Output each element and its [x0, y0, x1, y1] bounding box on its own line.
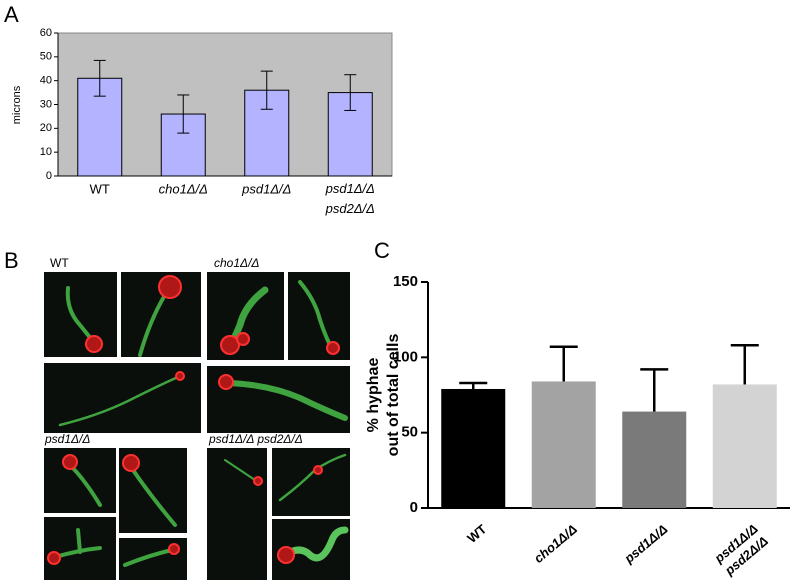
- x-tick-label: psd1Δ/Δ: [241, 181, 291, 196]
- y-tick-label: 50: [40, 51, 52, 63]
- micrograph-label: cho1Δ/Δ: [214, 256, 259, 270]
- cell: [122, 454, 140, 472]
- hypha: [138, 293, 167, 357]
- x-tick-label: WT: [90, 181, 110, 196]
- y-tick-label: 40: [40, 75, 52, 87]
- micrograph-label: psd1Δ/Δ: [44, 432, 90, 446]
- x-tick-label: cho1Δ/Δ: [531, 521, 580, 566]
- hypha: [131, 468, 177, 527]
- x-tick-label: cho1Δ/Δ: [159, 181, 208, 196]
- cell: [175, 371, 185, 381]
- y-axis-label: % hyphae out of total cells: [365, 334, 402, 457]
- cell: [168, 543, 180, 555]
- hypha: [123, 548, 174, 567]
- cell: [220, 335, 240, 355]
- micrograph: [207, 448, 267, 580]
- y-axis-label: microns: [11, 85, 23, 124]
- micrograph: [44, 272, 117, 357]
- bar: [531, 381, 596, 508]
- micrograph: [44, 448, 116, 513]
- y-tick-label: 20: [40, 122, 52, 134]
- bar: [441, 388, 506, 508]
- y-tick-label: 0: [410, 499, 418, 516]
- cell: [47, 551, 61, 565]
- hypha: [224, 459, 256, 481]
- x-tick-label: WT: [464, 521, 489, 546]
- y-tick-label: 60: [40, 27, 52, 39]
- y-tick-label: 50: [401, 424, 418, 441]
- hypha: [227, 380, 348, 421]
- y-tick-label: 0: [46, 170, 52, 182]
- cell: [236, 332, 250, 346]
- cell: [85, 335, 103, 353]
- cell: [62, 454, 78, 470]
- y-tick-label: 10: [40, 146, 52, 158]
- panel-label: B: [4, 248, 19, 273]
- y-tick-label: 100: [393, 348, 418, 365]
- cell: [326, 341, 340, 355]
- bar: [622, 411, 687, 508]
- cell: [277, 546, 295, 564]
- y-tick-label: 150: [393, 273, 418, 290]
- cell: [313, 465, 323, 475]
- hypha: [281, 526, 349, 562]
- y-tick-label: 30: [40, 98, 52, 110]
- x-tick-label: psd1Δ/Δpsd2Δ/Δ: [711, 521, 771, 579]
- hypha: [58, 375, 180, 427]
- micrograph-label: psd1Δ/Δ psd2Δ/Δ: [208, 432, 303, 446]
- panel-label: A: [4, 2, 19, 27]
- micrographs: WT cho1Δ/Δ psd1Δ/Δ psd1Δ/Δ psd2Δ/Δ: [44, 256, 350, 580]
- hypha: [298, 280, 332, 347]
- cell: [158, 275, 182, 299]
- cell: [218, 374, 234, 390]
- cell: [253, 476, 263, 486]
- panel-label: C: [374, 238, 390, 263]
- bar: [712, 384, 777, 508]
- micrograph-label: WT: [50, 256, 69, 270]
- x-tick-label: psd1Δ/Δ: [621, 521, 671, 566]
